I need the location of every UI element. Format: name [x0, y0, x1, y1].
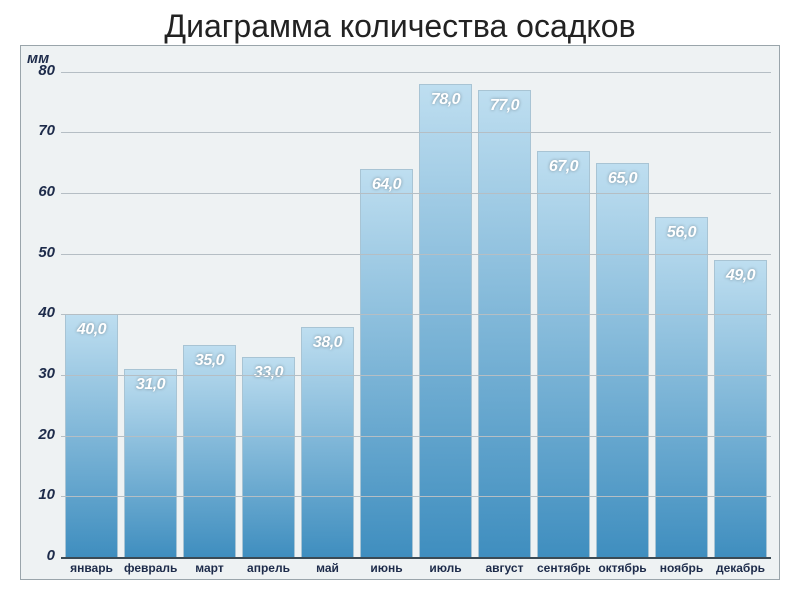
bar: 77,0 — [478, 90, 531, 557]
bar-value-label: 65,0 — [597, 170, 648, 188]
bar: 49,0 — [714, 260, 767, 557]
x-axis-label: январь — [65, 557, 118, 575]
y-tick-label: 10 — [27, 486, 55, 503]
bar-value-label: 31,0 — [125, 376, 176, 394]
y-tick-label: 70 — [27, 122, 55, 139]
bar-value-label: 49,0 — [715, 267, 766, 285]
y-tick-label: 0 — [27, 547, 55, 564]
plot-area: 40,0 31,0 35,0 33,0 38,0 64,0 78,0 77,0 67,0 65,0… — [61, 72, 771, 557]
x-axis-label: декабрь — [714, 557, 767, 575]
chart-container: мм 40,031,035,033,038,064,078,077,067,06… — [0, 45, 800, 600]
bar: 35,0 — [183, 345, 236, 557]
bar: 65,0 — [596, 163, 649, 557]
bar-value-label: 56,0 — [656, 224, 707, 242]
bar-value-label: 38,0 — [302, 334, 353, 352]
y-tick-label: 80 — [27, 62, 55, 79]
x-axis-label: июль — [419, 557, 472, 575]
bar: 31,0 — [124, 369, 177, 557]
y-tick-label: 50 — [27, 244, 55, 261]
x-axis: январь февраль март апрель майиюнь июль август… — [61, 557, 771, 575]
x-axis-label: октябрь — [596, 557, 649, 575]
chart-box: мм 40,031,035,033,038,064,078,077,067,06… — [20, 45, 780, 580]
bar-value-label: 64,0 — [361, 176, 412, 194]
bar-value-label: 33,0 — [243, 364, 294, 382]
x-axis-label: февраль — [124, 557, 177, 575]
y-tick-label: 60 — [27, 183, 55, 200]
page-root: Диаграмма количества осадков мм 40,031,0… — [0, 0, 800, 600]
bar-value-label: 78,0 — [420, 91, 471, 109]
x-axis-label: ноябрь — [655, 557, 708, 575]
bar: 78,0 — [419, 84, 472, 557]
bar: 64,0 — [360, 169, 413, 557]
x-axis-label: март — [183, 557, 236, 575]
bar: 56,0 — [655, 217, 708, 557]
bar-value-label: 67,0 — [538, 158, 589, 176]
y-tick-label: 40 — [27, 304, 55, 321]
bar: 38,0 — [301, 327, 354, 557]
x-axis-label: май — [301, 557, 354, 575]
y-tick-label: 20 — [27, 426, 55, 443]
bar-value-label: 35,0 — [184, 352, 235, 370]
page-title: Диаграмма количества осадков — [0, 0, 800, 45]
x-axis-label: сентябрь — [537, 557, 590, 575]
x-axis-label: июнь — [360, 557, 413, 575]
y-tick-label: 30 — [27, 365, 55, 382]
bar-value-label: 77,0 — [479, 97, 530, 115]
bar: 33,0 — [242, 357, 295, 557]
bar-value-label: 40,0 — [66, 321, 117, 339]
x-axis-label: август — [478, 557, 531, 575]
x-axis-label: апрель — [242, 557, 295, 575]
